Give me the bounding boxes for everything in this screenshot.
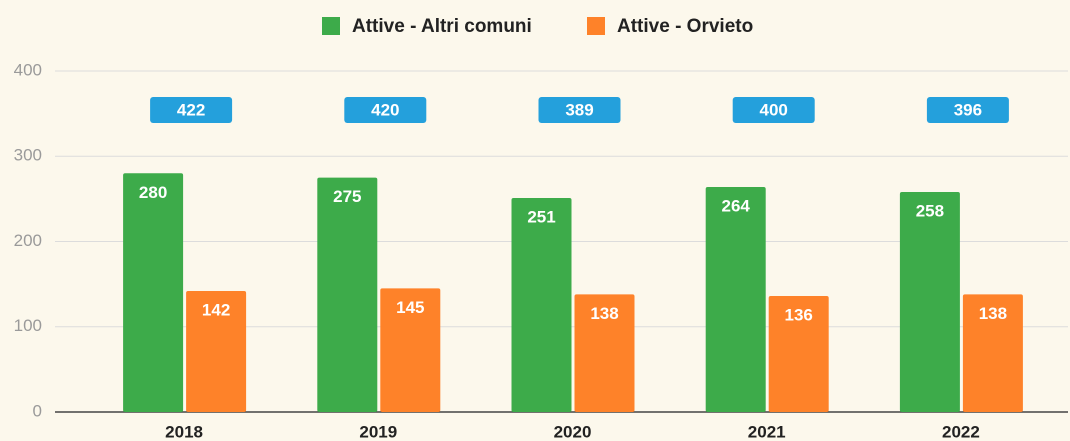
x-tick-label: 2020	[554, 422, 592, 441]
y-tick-label: 100	[14, 316, 42, 335]
bar	[705, 186, 766, 412]
bar	[380, 288, 441, 412]
value-label: 136	[785, 306, 813, 325]
bar	[962, 294, 1023, 412]
y-tick-label: 200	[14, 231, 42, 250]
y-tick-label: 0	[33, 401, 42, 420]
bar	[317, 177, 378, 412]
bar	[768, 296, 829, 412]
total-box	[344, 97, 427, 123]
legend-label: Attive - Orvieto	[617, 16, 753, 37]
bar	[899, 192, 960, 412]
value-label: 145	[396, 298, 424, 317]
legend-swatch	[322, 17, 340, 35]
value-label: 138	[590, 304, 618, 323]
total-box	[150, 97, 233, 123]
value-label: 138	[979, 304, 1007, 323]
total-label: 400	[760, 100, 788, 119]
legend-label: Attive - Altri comuni	[352, 16, 532, 37]
total-label: 396	[954, 100, 982, 119]
bar	[511, 198, 572, 412]
value-label: 280	[139, 183, 167, 202]
bar	[123, 173, 184, 412]
x-tick-label: 2021	[748, 422, 786, 441]
total-box	[926, 97, 1009, 123]
value-label: 275	[333, 187, 361, 206]
legend-swatch	[587, 17, 605, 35]
x-tick-label: 2018	[165, 422, 203, 441]
y-tick-label: 300	[14, 146, 42, 165]
total-label: 420	[371, 100, 399, 119]
bar	[186, 290, 247, 412]
total-box	[732, 97, 815, 123]
value-label: 258	[916, 202, 944, 221]
value-label: 142	[202, 300, 230, 319]
value-label: 264	[722, 196, 751, 215]
value-label: 251	[527, 208, 555, 227]
x-tick-label: 2019	[359, 422, 397, 441]
x-tick-label: 2022	[942, 422, 980, 441]
total-label: 422	[177, 100, 205, 119]
bar	[574, 294, 635, 412]
y-tick-label: 400	[14, 60, 42, 79]
total-label: 389	[565, 100, 593, 119]
total-box	[538, 97, 621, 123]
